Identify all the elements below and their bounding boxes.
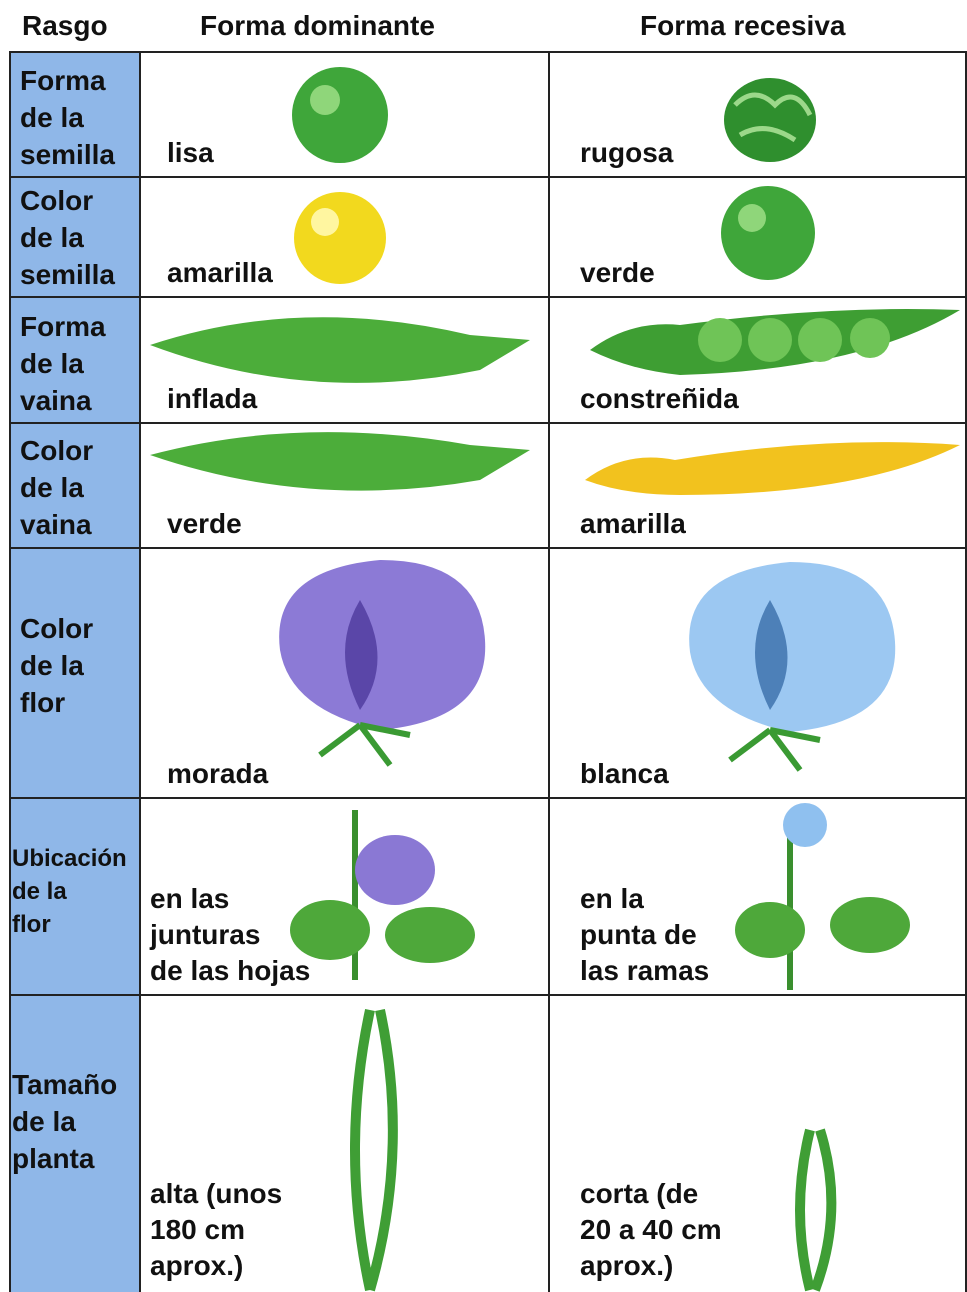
trait-cell: Forma de la semilla: [20, 65, 115, 170]
dominant-cell: alta (unos 180 cm aprox.): [150, 1178, 283, 1281]
trait-column: [10, 52, 140, 1292]
column-header: Rasgo: [22, 10, 108, 41]
column-header: Forma recesiva: [640, 10, 846, 41]
recessive-cell: amarilla: [580, 508, 686, 539]
recessive-cell: rugosa: [580, 137, 674, 168]
trait-cell: Color de la vaina: [20, 435, 94, 540]
recessive-cell: constreñida: [580, 383, 739, 414]
recessive-cell: blanca: [580, 758, 669, 789]
column-header: Forma dominante: [200, 10, 435, 41]
trait-cell: Color de la semilla: [20, 185, 115, 290]
trait-cell: Ubicación de la flor: [12, 845, 127, 938]
trait-cell: Color de la flor: [20, 613, 94, 718]
dominant-cell: morada: [167, 758, 269, 789]
dominant-cell: lisa: [167, 137, 214, 168]
recessive-cell: en la punta de las ramas: [580, 883, 710, 986]
trait-cell: Tamaño de la planta: [12, 1069, 118, 1174]
trait-cell: Forma de la vaina: [20, 311, 106, 416]
grid: [9, 51, 967, 1292]
dominant-cell: inflada: [167, 383, 258, 414]
dominant-cell: amarilla: [167, 257, 273, 288]
dominant-cell: en las junturas de las hojas: [150, 883, 311, 986]
recessive-cell: corta (de 20 a 40 cm aprox.): [580, 1178, 722, 1281]
recessive-cell: verde: [580, 257, 655, 288]
dominant-cell: verde: [167, 508, 242, 539]
illustrations: [150, 67, 960, 1292]
